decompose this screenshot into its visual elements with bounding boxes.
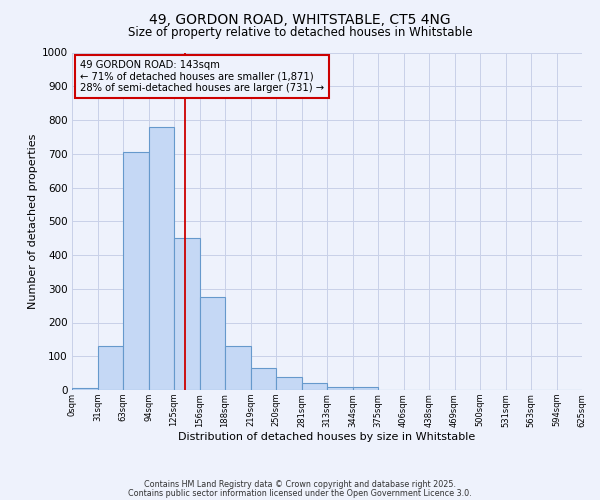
Text: Contains HM Land Registry data © Crown copyright and database right 2025.: Contains HM Land Registry data © Crown c… — [144, 480, 456, 489]
Bar — [276, 376, 302, 390]
Text: Size of property relative to detached houses in Whitstable: Size of property relative to detached ho… — [128, 26, 472, 39]
Bar — [97, 346, 123, 390]
Text: 49, GORDON ROAD, WHITSTABLE, CT5 4NG: 49, GORDON ROAD, WHITSTABLE, CT5 4NG — [149, 12, 451, 26]
Bar — [174, 238, 199, 390]
Bar — [72, 388, 97, 390]
Bar — [251, 368, 276, 390]
Text: Contains public sector information licensed under the Open Government Licence 3.: Contains public sector information licen… — [128, 488, 472, 498]
Bar — [302, 382, 327, 390]
Text: 49 GORDON ROAD: 143sqm
← 71% of detached houses are smaller (1,871)
28% of semi-: 49 GORDON ROAD: 143sqm ← 71% of detached… — [80, 60, 324, 93]
Bar — [149, 126, 174, 390]
Y-axis label: Number of detached properties: Number of detached properties — [28, 134, 38, 309]
Bar — [353, 386, 378, 390]
Bar — [225, 346, 251, 390]
Bar — [199, 297, 225, 390]
Bar — [327, 386, 353, 390]
Bar — [123, 152, 149, 390]
X-axis label: Distribution of detached houses by size in Whitstable: Distribution of detached houses by size … — [178, 432, 476, 442]
